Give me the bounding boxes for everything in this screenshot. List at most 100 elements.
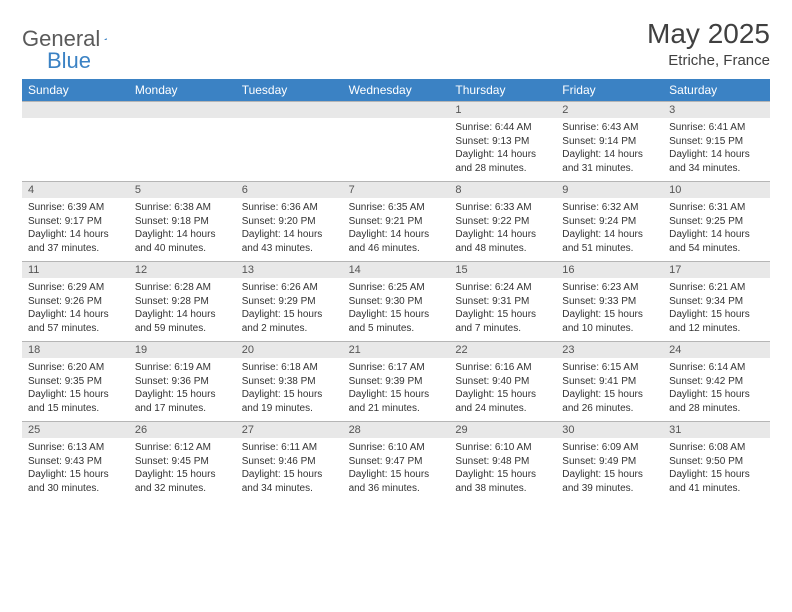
day-cell: Sunrise: 6:19 AMSunset: 9:36 PMDaylight:… xyxy=(129,358,236,421)
sunset-text: Sunset: 9:28 PM xyxy=(135,295,230,309)
sunset-text: Sunset: 9:33 PM xyxy=(562,295,657,309)
daylight-text: and 36 minutes. xyxy=(349,482,444,496)
daylight-text: and 34 minutes. xyxy=(242,482,337,496)
day-number: 7 xyxy=(343,182,450,198)
daylight-text: Daylight: 15 hours xyxy=(135,468,230,482)
daylight-text: and 34 minutes. xyxy=(669,162,764,176)
day-cell: Sunrise: 6:13 AMSunset: 9:43 PMDaylight:… xyxy=(22,438,129,501)
day-cell: Sunrise: 6:41 AMSunset: 9:15 PMDaylight:… xyxy=(663,118,770,181)
sunrise-text: Sunrise: 6:15 AM xyxy=(562,361,657,375)
day-cell: Sunrise: 6:33 AMSunset: 9:22 PMDaylight:… xyxy=(449,198,556,261)
day-cell xyxy=(343,118,450,181)
daylight-text: Daylight: 14 hours xyxy=(135,228,230,242)
sunrise-text: Sunrise: 6:16 AM xyxy=(455,361,550,375)
logo: General xyxy=(22,18,124,52)
sunrise-text: Sunrise: 6:29 AM xyxy=(28,281,123,295)
day-header-row: Sunday Monday Tuesday Wednesday Thursday… xyxy=(22,79,770,101)
sunrise-text: Sunrise: 6:26 AM xyxy=(242,281,337,295)
sunrise-text: Sunrise: 6:14 AM xyxy=(669,361,764,375)
daylight-text: Daylight: 15 hours xyxy=(562,388,657,402)
day-cell: Sunrise: 6:17 AMSunset: 9:39 PMDaylight:… xyxy=(343,358,450,421)
daylight-text: and 17 minutes. xyxy=(135,402,230,416)
weeks-container: 123Sunrise: 6:44 AMSunset: 9:13 PMDaylig… xyxy=(22,101,770,501)
day-number: 16 xyxy=(556,262,663,278)
daylight-text: Daylight: 15 hours xyxy=(669,308,764,322)
day-number xyxy=(343,102,450,118)
sunset-text: Sunset: 9:45 PM xyxy=(135,455,230,469)
daylight-text: and 38 minutes. xyxy=(455,482,550,496)
daylight-text: Daylight: 14 hours xyxy=(669,148,764,162)
sunset-text: Sunset: 9:38 PM xyxy=(242,375,337,389)
dayhead-mon: Monday xyxy=(129,79,236,101)
daylight-text: and 32 minutes. xyxy=(135,482,230,496)
sunrise-text: Sunrise: 6:21 AM xyxy=(669,281,764,295)
logo-triangle-icon xyxy=(104,32,107,46)
sunset-text: Sunset: 9:46 PM xyxy=(242,455,337,469)
day-cell: Sunrise: 6:29 AMSunset: 9:26 PMDaylight:… xyxy=(22,278,129,341)
daylight-text: and 12 minutes. xyxy=(669,322,764,336)
day-cell: Sunrise: 6:35 AMSunset: 9:21 PMDaylight:… xyxy=(343,198,450,261)
daylight-text: and 5 minutes. xyxy=(349,322,444,336)
week-row: Sunrise: 6:13 AMSunset: 9:43 PMDaylight:… xyxy=(22,438,770,501)
daylight-text: Daylight: 15 hours xyxy=(455,308,550,322)
day-number: 29 xyxy=(449,422,556,438)
day-number: 24 xyxy=(663,342,770,358)
sunrise-text: Sunrise: 6:08 AM xyxy=(669,441,764,455)
day-cell: Sunrise: 6:24 AMSunset: 9:31 PMDaylight:… xyxy=(449,278,556,341)
day-number: 11 xyxy=(22,262,129,278)
daylight-text: Daylight: 15 hours xyxy=(28,388,123,402)
sunrise-text: Sunrise: 6:23 AM xyxy=(562,281,657,295)
daylight-text: and 46 minutes. xyxy=(349,242,444,256)
day-cell: Sunrise: 6:16 AMSunset: 9:40 PMDaylight:… xyxy=(449,358,556,421)
daynum-row: 18192021222324 xyxy=(22,341,770,358)
day-cell: Sunrise: 6:38 AMSunset: 9:18 PMDaylight:… xyxy=(129,198,236,261)
sunrise-text: Sunrise: 6:31 AM xyxy=(669,201,764,215)
logo-text-blue: Blue xyxy=(47,48,91,73)
sunrise-text: Sunrise: 6:35 AM xyxy=(349,201,444,215)
daylight-text: Daylight: 14 hours xyxy=(135,308,230,322)
header: General May 2025 Etriche, France xyxy=(22,18,770,69)
week-row: Sunrise: 6:29 AMSunset: 9:26 PMDaylight:… xyxy=(22,278,770,341)
daylight-text: Daylight: 15 hours xyxy=(349,388,444,402)
sunset-text: Sunset: 9:31 PM xyxy=(455,295,550,309)
sunset-text: Sunset: 9:48 PM xyxy=(455,455,550,469)
sunrise-text: Sunrise: 6:10 AM xyxy=(349,441,444,455)
daylight-text: and 2 minutes. xyxy=(242,322,337,336)
day-number: 14 xyxy=(343,262,450,278)
daylight-text: Daylight: 15 hours xyxy=(242,308,337,322)
sunrise-text: Sunrise: 6:13 AM xyxy=(28,441,123,455)
daylight-text: and 10 minutes. xyxy=(562,322,657,336)
sunset-text: Sunset: 9:14 PM xyxy=(562,135,657,149)
daylight-text: Daylight: 14 hours xyxy=(455,228,550,242)
day-number: 30 xyxy=(556,422,663,438)
daylight-text: Daylight: 15 hours xyxy=(349,468,444,482)
daylight-text: Daylight: 14 hours xyxy=(669,228,764,242)
day-cell: Sunrise: 6:18 AMSunset: 9:38 PMDaylight:… xyxy=(236,358,343,421)
logo-text-blue-wrap: Blue xyxy=(47,48,91,74)
day-number: 10 xyxy=(663,182,770,198)
day-number: 13 xyxy=(236,262,343,278)
dayhead-thu: Thursday xyxy=(449,79,556,101)
daylight-text: Daylight: 15 hours xyxy=(669,468,764,482)
daylight-text: and 28 minutes. xyxy=(669,402,764,416)
sunrise-text: Sunrise: 6:33 AM xyxy=(455,201,550,215)
day-number xyxy=(129,102,236,118)
daylight-text: Daylight: 15 hours xyxy=(28,468,123,482)
day-number: 17 xyxy=(663,262,770,278)
daylight-text: and 54 minutes. xyxy=(669,242,764,256)
sunset-text: Sunset: 9:40 PM xyxy=(455,375,550,389)
daylight-text: and 43 minutes. xyxy=(242,242,337,256)
dayhead-sun: Sunday xyxy=(22,79,129,101)
sunset-text: Sunset: 9:21 PM xyxy=(349,215,444,229)
sunrise-text: Sunrise: 6:28 AM xyxy=(135,281,230,295)
sunrise-text: Sunrise: 6:38 AM xyxy=(135,201,230,215)
daylight-text: and 7 minutes. xyxy=(455,322,550,336)
day-number: 12 xyxy=(129,262,236,278)
daylight-text: and 19 minutes. xyxy=(242,402,337,416)
daylight-text: and 30 minutes. xyxy=(28,482,123,496)
sunset-text: Sunset: 9:13 PM xyxy=(455,135,550,149)
sunrise-text: Sunrise: 6:43 AM xyxy=(562,121,657,135)
day-cell xyxy=(22,118,129,181)
sunrise-text: Sunrise: 6:41 AM xyxy=(669,121,764,135)
sunset-text: Sunset: 9:41 PM xyxy=(562,375,657,389)
